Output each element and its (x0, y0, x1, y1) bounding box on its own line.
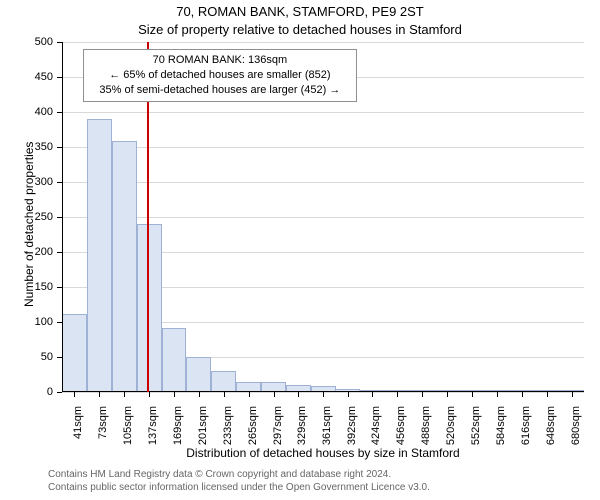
xtick-mark (323, 392, 324, 397)
ytick-label: 150 (27, 281, 53, 293)
footer-attribution: Contains HM Land Registry data © Crown c… (0, 468, 600, 494)
xtick-label: 137sqm (147, 406, 159, 445)
xtick-mark (547, 392, 548, 397)
xtick-label: 233sqm (222, 406, 234, 445)
xtick-label: 329sqm (296, 406, 308, 445)
xtick-label: 201sqm (197, 406, 209, 445)
chart-container: 70, ROMAN BANK, STAMFORD, PE9 2ST Size o… (0, 0, 600, 500)
histogram-bar (211, 371, 236, 392)
chart-title-main: 70, ROMAN BANK, STAMFORD, PE9 2ST (0, 4, 600, 19)
xtick-mark (249, 392, 250, 397)
ytick-label: 400 (27, 106, 53, 118)
footer-line-2: Contains public sector information licen… (48, 481, 600, 494)
xtick-label: 552sqm (470, 406, 482, 445)
gridline (62, 147, 584, 148)
chart-title-sub: Size of property relative to detached ho… (0, 22, 600, 37)
xtick-label: 41sqm (72, 406, 84, 439)
xtick-mark (298, 392, 299, 397)
ytick-label: 500 (27, 36, 53, 48)
ytick-label: 200 (27, 246, 53, 258)
footer-line-1: Contains HM Land Registry data © Crown c… (48, 468, 600, 481)
x-axis-label: Distribution of detached houses by size … (62, 446, 584, 460)
xtick-mark (497, 392, 498, 397)
xtick-label: 680sqm (570, 406, 582, 445)
histogram-bar (62, 314, 87, 392)
ytick-label: 300 (27, 176, 53, 188)
xtick-mark (348, 392, 349, 397)
xtick-label: 265sqm (247, 406, 259, 445)
xtick-label: 584sqm (495, 406, 507, 445)
xtick-mark (422, 392, 423, 397)
xtick-mark (174, 392, 175, 397)
ytick-mark (57, 217, 62, 218)
gridline (62, 217, 584, 218)
xtick-label: 361sqm (321, 406, 333, 445)
xtick-mark (372, 392, 373, 397)
ytick-mark (57, 77, 62, 78)
ytick-mark (57, 112, 62, 113)
xtick-label: 105sqm (122, 406, 134, 445)
annotation-box: 70 ROMAN BANK: 136sqm← 65% of detached h… (83, 49, 357, 102)
annotation-line-1: 70 ROMAN BANK: 136sqm (90, 53, 350, 68)
ytick-mark (57, 357, 62, 358)
xtick-mark (472, 392, 473, 397)
xtick-label: 648sqm (545, 406, 557, 445)
ytick-label: 250 (27, 211, 53, 223)
histogram-bar (162, 328, 187, 392)
xtick-label: 520sqm (445, 406, 457, 445)
ytick-mark (57, 287, 62, 288)
xtick-mark (224, 392, 225, 397)
ytick-mark (57, 42, 62, 43)
histogram-bar (87, 119, 112, 392)
histogram-bar (186, 357, 211, 392)
ytick-label: 0 (27, 386, 53, 398)
xtick-mark (74, 392, 75, 397)
annotation-line-2: ← 65% of detached houses are smaller (85… (90, 68, 350, 83)
ytick-label: 350 (27, 141, 53, 153)
ytick-mark (57, 147, 62, 148)
xtick-mark (99, 392, 100, 397)
gridline (62, 112, 584, 113)
ytick-mark (57, 322, 62, 323)
ytick-label: 100 (27, 316, 53, 328)
gridline (62, 182, 584, 183)
xtick-label: 392sqm (346, 406, 358, 445)
xtick-mark (572, 392, 573, 397)
histogram-bar (112, 141, 137, 392)
xtick-label: 73sqm (97, 406, 109, 439)
xtick-mark (149, 392, 150, 397)
y-axis-line (62, 42, 63, 392)
xtick-mark (199, 392, 200, 397)
xtick-mark (522, 392, 523, 397)
xtick-label: 297sqm (272, 406, 284, 445)
ytick-label: 450 (27, 71, 53, 83)
ytick-mark (57, 392, 62, 393)
plot-area: 70 ROMAN BANK: 136sqm← 65% of detached h… (62, 42, 584, 392)
xtick-mark (447, 392, 448, 397)
annotation-line-3: 35% of semi-detached houses are larger (… (90, 83, 350, 98)
xtick-mark (397, 392, 398, 397)
xtick-mark (274, 392, 275, 397)
gridline (62, 42, 584, 43)
xtick-label: 169sqm (172, 406, 184, 445)
xtick-label: 424sqm (370, 406, 382, 445)
xtick-mark (124, 392, 125, 397)
ytick-label: 50 (27, 351, 53, 363)
ytick-mark (57, 252, 62, 253)
ytick-mark (57, 182, 62, 183)
xtick-label: 456sqm (395, 406, 407, 445)
xtick-label: 488sqm (420, 406, 432, 445)
xtick-label: 616sqm (520, 406, 532, 445)
